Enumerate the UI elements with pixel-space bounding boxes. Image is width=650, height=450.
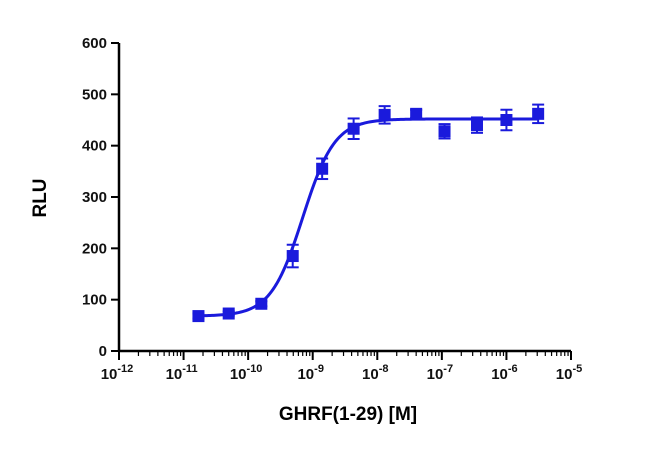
x-tick-label: 10-8	[362, 363, 388, 383]
x-tick-label: 10-10	[230, 363, 263, 383]
x-tick-label: 10-5	[556, 363, 582, 383]
x-tick-label: 10-7	[427, 363, 453, 383]
x-tick-label: 10-9	[297, 363, 323, 383]
data-point	[438, 125, 451, 138]
y-axis-title: RLU	[30, 178, 51, 217]
data-point	[347, 122, 360, 135]
y-tick-label: 200	[82, 240, 107, 257]
y-tick-label: 0	[99, 343, 107, 360]
data-point	[316, 162, 329, 175]
y-tick-label: 600	[82, 35, 107, 52]
y-tick-label: 400	[82, 138, 107, 155]
data-points-group	[192, 103, 545, 323]
data-point	[500, 114, 513, 126]
y-tick-label: 100	[82, 292, 107, 309]
data-point	[470, 119, 483, 132]
data-point	[410, 107, 423, 120]
fit-curve	[198, 117, 539, 318]
data-point	[255, 297, 268, 310]
data-point	[286, 250, 299, 263]
x-tick-label: 10-6	[491, 363, 517, 383]
y-tick-label: 500	[82, 86, 107, 103]
fit-curve-group	[198, 117, 539, 318]
x-axis: 10-12 10-11 10-10 10-9 10-8 10-7 10-6 10-5	[101, 349, 582, 383]
data-point	[222, 307, 235, 320]
data-point	[192, 310, 205, 323]
x-tick-label: 10-12	[101, 363, 134, 383]
y-axis: 0 100 200 300 400 500 600	[82, 35, 121, 360]
data-point	[378, 108, 391, 121]
x-axis-title: GHRF(1-29) [M]	[279, 404, 417, 425]
data-point	[532, 107, 545, 120]
x-tick-label: 10-11	[166, 363, 198, 383]
y-tick-label: 300	[82, 189, 107, 206]
